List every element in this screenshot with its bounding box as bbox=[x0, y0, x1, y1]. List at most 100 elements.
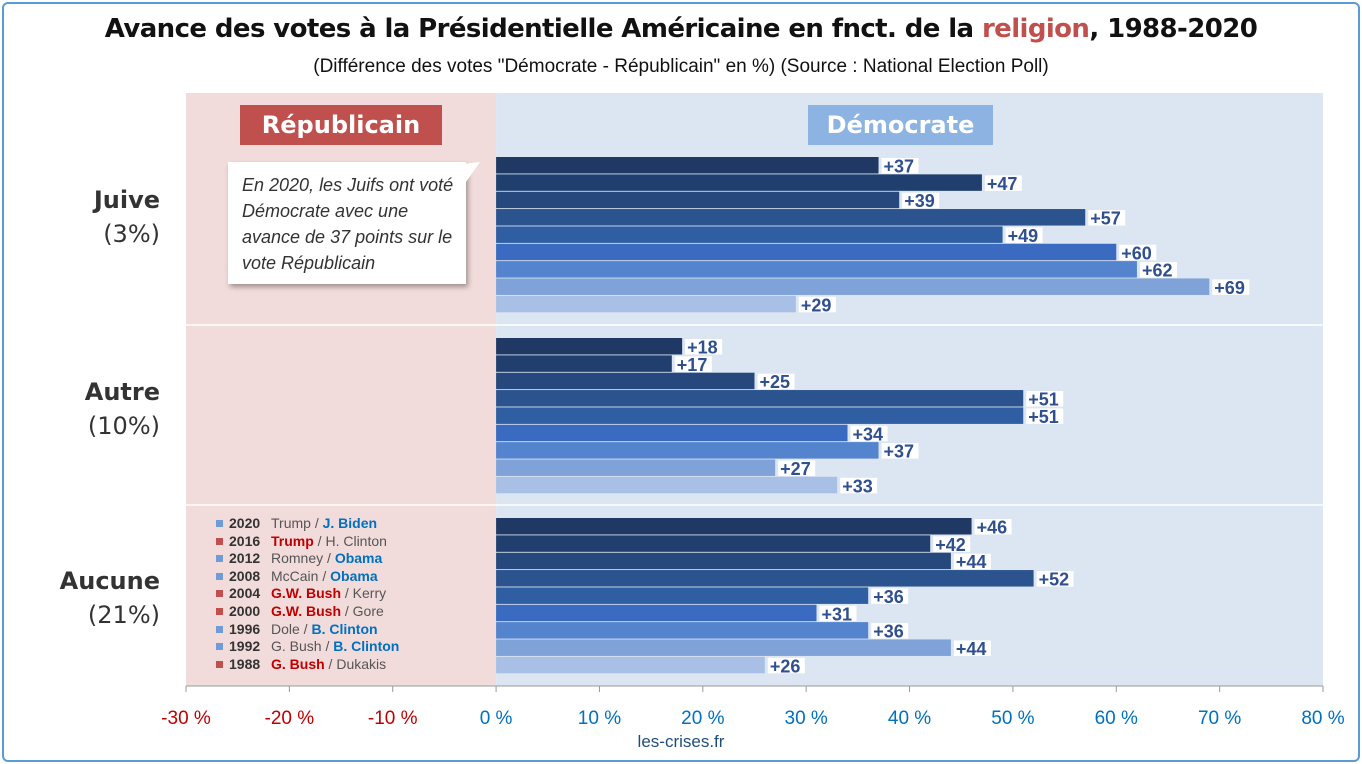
legend-rep-candidate: G.W. Bush bbox=[271, 602, 341, 619]
source-footer: les-crises.fr bbox=[637, 732, 725, 751]
data-label: +44 bbox=[956, 639, 987, 659]
legend-separator: / bbox=[341, 585, 353, 602]
annotation-callout: En 2020, les Juifs ont voté Démocrate av… bbox=[228, 162, 466, 284]
democrate-tag: Démocrate bbox=[808, 105, 993, 145]
callout-text: En 2020, les Juifs ont voté Démocrate av… bbox=[242, 175, 454, 273]
x-tick-label: 0 % bbox=[480, 708, 513, 729]
bar bbox=[496, 338, 683, 355]
bar bbox=[496, 442, 879, 459]
data-label-background bbox=[1026, 408, 1064, 424]
legend-separator: / bbox=[324, 655, 337, 672]
callout-pointer bbox=[462, 162, 480, 182]
legend-year: 2020 bbox=[229, 515, 261, 531]
legend-item: 1988 G. Bush / Dukakis bbox=[216, 656, 399, 674]
category-share: (21%) bbox=[87, 601, 160, 629]
data-label-background bbox=[1026, 391, 1064, 407]
title-highlight: religion bbox=[981, 14, 1090, 44]
category-name: Juive bbox=[93, 186, 160, 214]
legend-rep-candidate: Romney bbox=[271, 550, 324, 567]
legend-dem-candidate: Dukakis bbox=[336, 655, 387, 672]
bar bbox=[496, 639, 951, 656]
data-label-background bbox=[871, 588, 909, 604]
data-label-background bbox=[871, 623, 909, 639]
data-label: +34 bbox=[853, 424, 884, 444]
x-tick-label: -20 % bbox=[265, 708, 315, 729]
x-tick-label: -10 % bbox=[368, 708, 418, 729]
data-label: +62 bbox=[1142, 261, 1173, 281]
legend-swatch bbox=[216, 537, 223, 545]
category-label-aucune: Aucune (21%) bbox=[40, 564, 160, 632]
data-label: +31 bbox=[822, 604, 853, 624]
data-label-background bbox=[840, 477, 878, 494]
legend-rep-candidate: G. Bush bbox=[271, 638, 322, 655]
data-label-background bbox=[984, 175, 1022, 191]
data-label-background bbox=[953, 553, 991, 570]
legend-rep-candidate: G. Bush bbox=[271, 655, 325, 672]
chart-subtitle: (Différence des votes "Démocrate - Répub… bbox=[313, 56, 1049, 77]
data-label-background bbox=[974, 519, 1012, 535]
data-label-background bbox=[902, 192, 940, 209]
data-label: +42 bbox=[935, 535, 966, 555]
bar bbox=[496, 191, 900, 209]
legend-item: 1996 Dole / B. Clinton bbox=[216, 621, 399, 639]
bar bbox=[496, 604, 817, 622]
legend-swatch bbox=[216, 590, 223, 598]
bar bbox=[496, 622, 869, 639]
data-label-background bbox=[1036, 571, 1074, 587]
data-label-background bbox=[1212, 279, 1250, 295]
x-tick-label: 30 % bbox=[785, 708, 828, 729]
data-label-background bbox=[881, 443, 919, 459]
legend-item: 1992 G. Bush / B. Clinton bbox=[216, 638, 399, 656]
legend-item: 2012 Romney / Obama bbox=[216, 550, 399, 568]
legend-separator: / bbox=[341, 602, 353, 619]
data-label-background bbox=[1088, 210, 1126, 226]
bar bbox=[496, 226, 1003, 243]
data-label-background bbox=[1005, 227, 1043, 243]
legend-year: 2016 bbox=[229, 532, 261, 549]
data-label-background bbox=[778, 460, 816, 476]
data-label: +17 bbox=[677, 355, 708, 375]
data-label: +51 bbox=[1028, 407, 1059, 427]
x-tick-label: 60 % bbox=[1095, 708, 1138, 729]
data-label-background bbox=[881, 158, 919, 174]
legend-year: 1988 bbox=[229, 655, 261, 672]
bar bbox=[496, 535, 931, 552]
legend-dem-candidate: Obama bbox=[334, 550, 383, 567]
data-label: +39 bbox=[904, 191, 935, 211]
legend-dem-candidate: B. Clinton bbox=[333, 638, 400, 655]
legend-separator: / bbox=[318, 567, 331, 584]
legend-item: 2016 Trump / H. Clinton bbox=[216, 533, 399, 551]
legend-year: 2004 bbox=[229, 585, 261, 602]
legend-separator: / bbox=[299, 620, 312, 637]
data-label: +44 bbox=[956, 552, 987, 572]
bar bbox=[496, 552, 951, 570]
bar bbox=[496, 570, 1034, 587]
data-label: +47 bbox=[987, 174, 1018, 194]
bar bbox=[496, 261, 1137, 278]
x-tick-label: 10 % bbox=[578, 708, 621, 729]
legend-dem-candidate: H. Clinton bbox=[325, 532, 387, 549]
bar bbox=[496, 459, 776, 476]
legend-rep-candidate: Trump bbox=[271, 515, 311, 531]
data-label: +57 bbox=[1090, 209, 1121, 229]
data-label: +60 bbox=[1121, 243, 1152, 263]
legend-year: 2012 bbox=[229, 550, 261, 567]
legend-swatch bbox=[216, 520, 223, 527]
x-tick-label: 40 % bbox=[888, 708, 931, 729]
data-label: +36 bbox=[873, 622, 904, 642]
legend-dem-candidate: B. Clinton bbox=[311, 620, 378, 637]
legend-separator: / bbox=[313, 532, 326, 549]
data-label-background bbox=[819, 605, 857, 622]
data-label-background bbox=[1139, 262, 1177, 278]
data-label-background bbox=[953, 640, 991, 656]
data-label-background bbox=[798, 296, 836, 313]
legend-rep-candidate: Trump bbox=[271, 532, 314, 549]
bar bbox=[496, 476, 838, 494]
bar bbox=[496, 656, 765, 674]
title-part1: Avance des votes à la Présidentielle Amé… bbox=[104, 14, 982, 44]
bar bbox=[496, 372, 755, 390]
bar bbox=[496, 174, 982, 191]
legend-year: 1992 bbox=[229, 638, 261, 655]
data-label: +52 bbox=[1039, 570, 1070, 590]
